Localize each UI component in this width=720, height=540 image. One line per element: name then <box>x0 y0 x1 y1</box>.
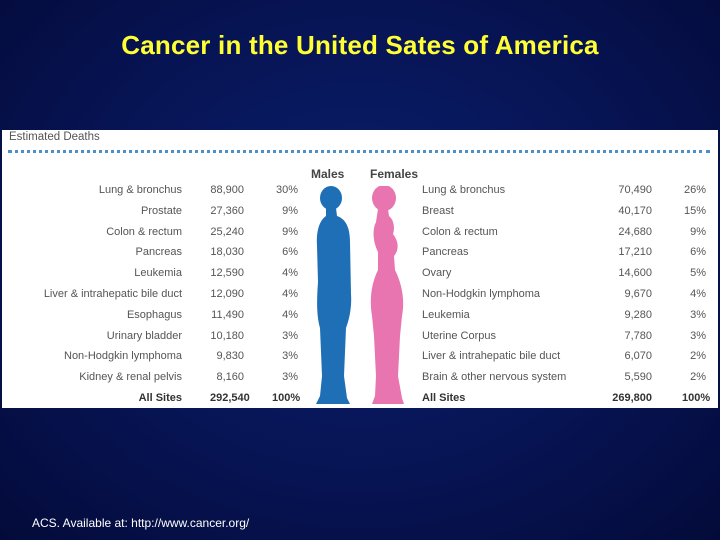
slide-title: Cancer in the United Sates of America <box>121 30 599 60</box>
female-row: Brain & other nervous system 5,590 2% <box>2 367 718 387</box>
females-header: Females <box>370 167 419 181</box>
female-pct: 100% <box>682 392 711 404</box>
female-deaths: 9,280 <box>624 308 652 321</box>
male-site: Prostate <box>141 204 182 217</box>
male-deaths: 8,160 <box>216 371 244 384</box>
male-pct: 3% <box>282 350 298 363</box>
female-site: Liver & intrahepatic bile duct <box>422 350 561 363</box>
female-row: All Sites 269,800 100% <box>2 388 718 408</box>
male-pct: 30% <box>275 184 298 196</box>
female-row: Lung & bronchus 70,490 26% <box>2 180 718 200</box>
male-row: Pancreas 18,030 6% <box>2 242 718 262</box>
male-silhouette-icon <box>316 186 352 404</box>
male-pct: 4% <box>282 267 298 280</box>
female-site: Brain & other nervous system <box>422 371 567 384</box>
male-deaths: 9,830 <box>216 350 244 363</box>
male-site: Non-Hodgkin lymphoma <box>64 350 182 363</box>
male-row: Prostate 27,360 9% <box>2 201 718 221</box>
female-pct: 9% <box>690 225 706 238</box>
male-pct: 9% <box>282 204 298 217</box>
male-deaths: 10,180 <box>210 329 244 342</box>
female-deaths: 17,210 <box>618 246 652 259</box>
female-row: Breast 40,170 15% <box>2 201 718 221</box>
male-site: Liver & intrahepatic bile duct <box>43 288 182 300</box>
female-pct: 26% <box>683 184 706 196</box>
female-deaths: 70,490 <box>618 184 652 196</box>
male-pct: 4% <box>282 288 298 300</box>
female-deaths: 5,590 <box>624 371 652 384</box>
male-deaths: 292,540 <box>210 392 250 404</box>
male-site: All Sites <box>138 392 182 404</box>
male-site: Urinary bladder <box>106 329 182 342</box>
female-row: Leukemia 9,280 3% <box>2 305 718 325</box>
male-pct: 3% <box>282 371 298 384</box>
male-row: Urinary bladder 10,180 3% <box>2 326 718 346</box>
male-row: Esophagus 11,490 4% <box>2 305 718 325</box>
male-site: Colon & rectum <box>106 225 182 238</box>
male-row: Kidney & renal pelvis 8,160 3% <box>2 367 718 387</box>
male-deaths: 27,360 <box>210 204 244 217</box>
female-row: Ovary 14,600 5% <box>2 263 718 283</box>
source-credit: ACS. Available at: http://www.cancer.org… <box>32 516 250 530</box>
estimated-deaths-panel: Estimated Deaths Males Females Lung & br… <box>2 130 718 408</box>
female-site: Leukemia <box>422 308 470 321</box>
male-deaths: 12,090 <box>210 288 244 300</box>
panel-heading: Estimated Deaths <box>9 131 100 143</box>
female-site: Non-Hodgkin lymphoma <box>422 288 540 300</box>
male-row: Colon & rectum 25,240 9% <box>2 222 718 242</box>
female-pct: 6% <box>690 246 706 259</box>
female-site: Uterine Corpus <box>422 329 496 342</box>
male-site: Kidney & renal pelvis <box>79 371 182 384</box>
female-row: Colon & rectum 24,680 9% <box>2 222 718 242</box>
female-pct: 2% <box>690 371 706 384</box>
female-site: Ovary <box>422 267 452 280</box>
dotted-divider <box>8 150 710 153</box>
female-deaths: 40,170 <box>618 204 652 217</box>
female-site: All Sites <box>422 392 466 404</box>
female-deaths: 7,780 <box>624 329 652 342</box>
female-site: Lung & bronchus <box>422 184 506 196</box>
female-pct: 2% <box>690 350 706 363</box>
male-row: Liver & intrahepatic bile duct 12,090 4% <box>2 284 718 304</box>
female-pct: 5% <box>690 267 706 280</box>
male-site: Lung & bronchus <box>98 184 182 196</box>
female-pct: 15% <box>683 204 706 217</box>
male-pct: 4% <box>282 308 298 321</box>
female-row: Liver & intrahepatic bile duct 6,070 2% <box>2 346 718 366</box>
male-deaths: 25,240 <box>210 225 244 238</box>
male-deaths: 11,490 <box>211 308 244 321</box>
male-deaths: 18,030 <box>210 246 244 259</box>
male-deaths: 12,590 <box>210 267 244 280</box>
male-pct: 100% <box>272 392 301 404</box>
female-pct: 3% <box>690 329 706 342</box>
female-site: Colon & rectum <box>422 225 498 238</box>
male-site: Esophagus <box>126 308 182 321</box>
male-row: Lung & bronchus 88,900 30% <box>2 180 718 200</box>
female-pct: 3% <box>690 308 706 321</box>
silhouettes-figure <box>316 186 404 404</box>
male-pct: 6% <box>282 246 298 259</box>
male-pct: 3% <box>282 329 298 342</box>
male-site: Pancreas <box>135 246 182 259</box>
female-deaths: 269,800 <box>612 392 652 404</box>
female-deaths: 24,680 <box>618 225 652 238</box>
male-deaths: 88,900 <box>210 184 244 196</box>
male-row: Leukemia 12,590 4% <box>2 263 718 283</box>
male-row: Non-Hodgkin lymphoma 9,830 3% <box>2 346 718 366</box>
female-row: Pancreas 17,210 6% <box>2 242 718 262</box>
male-row: All Sites 292,540 100% <box>2 388 718 408</box>
female-row: Non-Hodgkin lymphoma 9,670 4% <box>2 284 718 304</box>
female-row: Uterine Corpus 7,780 3% <box>2 326 718 346</box>
male-site: Leukemia <box>134 267 182 280</box>
female-deaths: 14,600 <box>618 267 652 280</box>
female-site: Pancreas <box>422 246 469 259</box>
female-deaths: 6,070 <box>624 350 652 363</box>
female-site: Breast <box>422 204 454 217</box>
female-silhouette-icon <box>370 186 404 404</box>
female-deaths: 9,670 <box>624 288 652 300</box>
female-pct: 4% <box>690 288 706 300</box>
males-header: Males <box>311 167 345 181</box>
male-pct: 9% <box>282 225 298 238</box>
